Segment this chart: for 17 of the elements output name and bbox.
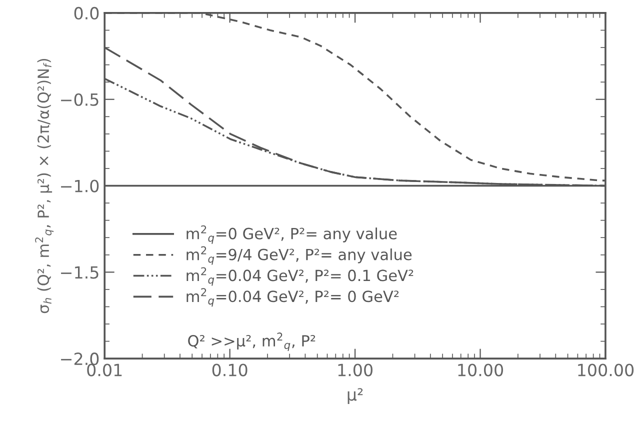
y-tick-label: −1.0 (61, 180, 99, 192)
x-tick-label: 0.10 (212, 364, 248, 376)
x-tick-label: 1.00 (338, 364, 372, 376)
y-tick-label: −0.5 (61, 93, 98, 106)
legend-label: m$^{2}$$_{q}$=0.04 GeV², P²= 0 GeV² (186, 288, 399, 307)
x-axis-title: μ² (348, 388, 363, 404)
legend-label: m$^{2}$$_{q}$=0 GeV², P²= any value (186, 225, 397, 244)
y-tick-label: −1.5 (61, 266, 98, 279)
y-axis-title: σ$_{h}$ (Q², m$^{2}$$_{q}$, P², μ²) × (2π/α(Q²)N$_{f}$) (35, 58, 54, 314)
y-tick-label: −2.0 (61, 352, 99, 366)
y-tick-label: 0.0 (74, 6, 99, 20)
legend-label: m$^{2}$$_{q}$=0.04 GeV², P²= 0.1 GeV² (186, 267, 414, 286)
x-tick-label: 0.01 (87, 364, 122, 376)
x-tick-label: 10.00 (458, 364, 504, 376)
x-tick-label: 100.00 (578, 364, 634, 376)
legend-label: m$^{2}$$_{q}$=9/4 GeV², P²= any value (186, 246, 412, 265)
annotation: Q² >>μ², m$^{2}$$_{q}$, P² (188, 332, 316, 352)
